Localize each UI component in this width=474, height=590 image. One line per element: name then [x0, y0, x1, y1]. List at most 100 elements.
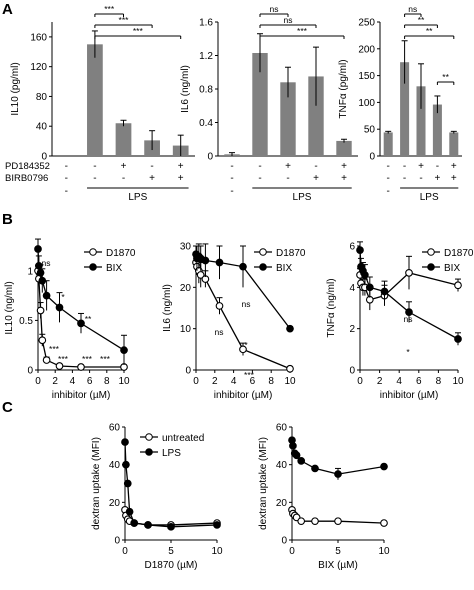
line5-data-point [297, 517, 306, 526]
a3-treatment-sign: + [434, 173, 440, 184]
line4-y-tick-label: 60 [109, 423, 121, 434]
line1-significance-label: *** [58, 354, 69, 364]
line3-y-tick-label: 0 [349, 366, 355, 377]
a2-bar [336, 140, 352, 156]
a3-sig-label: ns [408, 4, 417, 14]
line5-x-tick-label: 10 [378, 546, 390, 557]
a2-sig-label: ns [270, 4, 279, 14]
line1-y-tick-label: 0.5 [19, 316, 33, 327]
panel-label-c: C [2, 399, 13, 416]
line5-data-point [292, 451, 301, 460]
a3-treatment-sign: - [419, 173, 422, 184]
a3-bar [449, 132, 459, 156]
line2-data-point [215, 302, 224, 310]
line3-data-point [380, 287, 389, 296]
line4-data-point [167, 522, 175, 531]
line1-x-tick-label: 4 [70, 376, 76, 387]
a3-treatment-sign: - [403, 173, 406, 184]
line3-x-tick-label: 4 [396, 376, 402, 387]
line1-data-point [120, 346, 128, 355]
a1-treatment-sign: - [65, 161, 68, 172]
a1-y-tick-label: 160 [30, 32, 47, 43]
line1-legend-label: BIX [106, 263, 122, 274]
line2-y-tick-label: 0 [185, 366, 191, 377]
a3-lps-label: LPS [420, 192, 439, 203]
line2-x-axis-label: inhibitor (µM) [214, 390, 273, 401]
line3-data-point [361, 271, 369, 279]
line2-y-axis-label: IL6 (ng/ml) [162, 284, 173, 332]
a3-treatment-sign: + [418, 161, 424, 172]
line1-data-point [36, 268, 45, 277]
a3-bar [383, 132, 393, 156]
line4-legend-label: LPS [162, 448, 181, 459]
a3-treatment-sign: + [451, 161, 457, 172]
a2-treatment-sign: + [285, 161, 291, 172]
a3-y-tick-label: 50 [364, 125, 376, 136]
line2-y-tick-label: 30 [180, 242, 192, 253]
line2-legend-marker [259, 263, 267, 271]
a1-lps-label: LPS [128, 192, 147, 203]
line1-x-tick-label: 10 [118, 376, 130, 387]
line1-y-tick-label: 0 [27, 366, 33, 377]
line1-data-point [38, 276, 47, 285]
line3-legend-marker [427, 248, 435, 256]
line5-data-point [289, 441, 297, 450]
a3-y-axis-label: TNFα (pg/ml) [338, 59, 349, 118]
line3-data-point [454, 335, 462, 343]
line3-y-tick-label: 4 [349, 283, 355, 294]
a2-bar [308, 76, 324, 156]
line3-x-tick-label: 0 [357, 376, 363, 387]
a3-y-tick-label: 150 [358, 71, 375, 82]
a1-treatment-sign: + [121, 161, 127, 172]
line1-legend-label: D1870 [106, 248, 136, 259]
line5-x-tick-label: 5 [335, 546, 341, 557]
line3-data-point [454, 281, 462, 290]
line3-data-point [405, 308, 413, 316]
panel-label-a: A [2, 1, 13, 18]
a1-treatment-sign: - [65, 173, 68, 184]
a1-y-tick-label: 40 [36, 122, 48, 133]
a3-treatment-sign: - [387, 173, 390, 184]
line3-significance-label: * [406, 347, 410, 357]
a1-treatment-sign: + [178, 161, 184, 172]
line2-x-tick-label: 8 [268, 376, 274, 387]
a2-treatment-sign: - [230, 186, 233, 197]
a3-y-tick-label: 250 [358, 18, 375, 29]
a2-treatment-sign: + [341, 173, 347, 184]
a1-sig-label: *** [104, 4, 115, 14]
line3-y-tick-label: 6 [349, 242, 355, 253]
line3-data-point [365, 283, 374, 292]
line1-x-axis-label: inhibitor (µM) [52, 390, 111, 401]
line1-y-tick-label: 1 [27, 266, 33, 277]
line5-data-point [297, 457, 306, 465]
a2-treatment-sign: - [314, 161, 317, 172]
line4-legend-marker [145, 448, 153, 456]
line4-x-tick-label: 10 [211, 546, 223, 557]
line3-x-tick-label: 2 [377, 376, 383, 387]
line3-x-tick-label: 10 [452, 376, 464, 387]
line3-x-axis-label: inhibitor (µM) [380, 390, 439, 401]
line4-data-point [123, 479, 132, 488]
a3-treatment-sign: - [403, 161, 406, 172]
a2-treatment-sign: - [258, 173, 261, 184]
line1-x-tick-label: 8 [104, 376, 110, 387]
line1-legend-marker [89, 263, 97, 271]
a2-sig-label: ns [284, 15, 293, 25]
line5-y-axis-label: dextran uptake (MFI) [258, 437, 269, 530]
a3-y-tick-label: 100 [358, 98, 375, 109]
line4-data-point [125, 507, 134, 516]
line2-legend-label: BIX [276, 263, 292, 274]
line3-y-axis-label: TNFα (ng/ml) [326, 278, 337, 337]
line1-x-tick-label: 2 [52, 376, 58, 387]
line2-data-point [286, 324, 294, 333]
line5-data-point [380, 519, 388, 527]
a2-treatment-sign: - [286, 173, 289, 184]
line2-y-tick-label: 20 [180, 283, 192, 294]
line1-data-point [55, 303, 64, 312]
line2-significance-label: ns [242, 299, 251, 309]
line4-legend-label: untreated [162, 433, 204, 444]
line1-data-point [77, 319, 85, 328]
line5-data-point [311, 464, 319, 473]
a3-sig-label: ** [426, 26, 433, 36]
line1-x-tick-label: 6 [87, 376, 93, 387]
